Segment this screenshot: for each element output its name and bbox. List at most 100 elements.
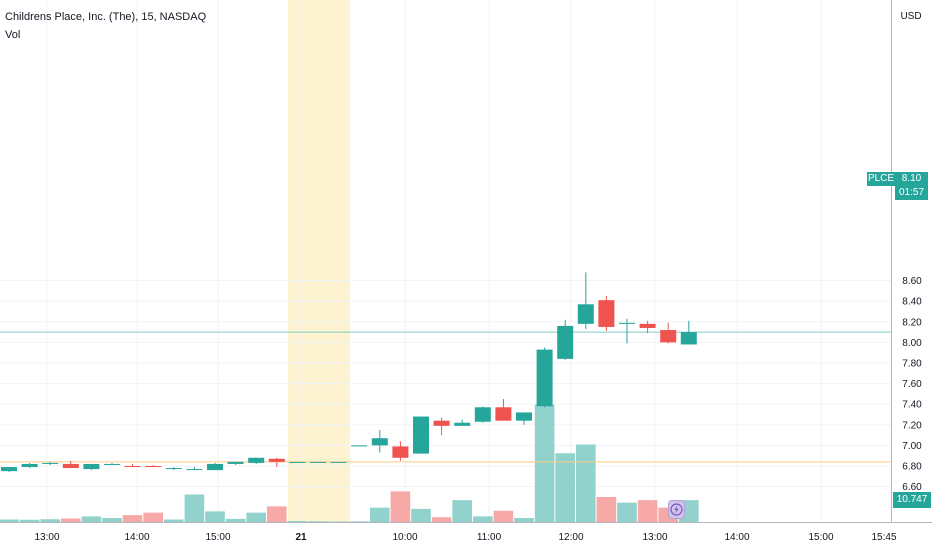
- volume-bar: [246, 512, 266, 522]
- volume-bar: [0, 519, 19, 522]
- candle-body: [495, 407, 512, 421]
- candle-body: [598, 300, 615, 327]
- candle-body: [433, 420, 450, 426]
- y-tick-label: 8.00: [902, 338, 922, 349]
- pre-market-shading: [288, 0, 350, 522]
- volume-bar: [473, 516, 493, 522]
- y-tick-label: 7.40: [902, 400, 922, 411]
- candle-body: [186, 469, 203, 471]
- x-tick-label: 10:00: [392, 532, 417, 543]
- y-tick-label: 7.00: [902, 441, 922, 452]
- volume-bar: [81, 516, 102, 522]
- candle-body: [104, 463, 120, 465]
- volume-bar: [431, 517, 452, 522]
- last-price-label: 8.10 01:57: [895, 172, 928, 200]
- volume-bar: [61, 518, 81, 522]
- candle-body: [413, 416, 429, 454]
- candle-body: [454, 422, 471, 426]
- candle-body: [536, 349, 553, 407]
- x-tick-label: 14:00: [124, 532, 149, 543]
- volume-bar: [164, 519, 184, 522]
- candle-body: [392, 446, 409, 458]
- volume-bar: [328, 521, 349, 522]
- y-tick-label: 8.60: [902, 276, 922, 287]
- x-tick-label: 13:00: [34, 532, 59, 543]
- volume-bar: [411, 508, 431, 522]
- candle-body: [42, 462, 59, 464]
- y-tick-label: 7.60: [902, 379, 922, 390]
- volume-bar: [534, 404, 555, 522]
- volume-bar: [617, 502, 637, 522]
- symbol-price-tag: PLCE: [867, 172, 895, 186]
- volume-bar: [308, 521, 328, 522]
- x-tick-label: 12:00: [558, 532, 583, 543]
- candle-body: [474, 407, 491, 422]
- y-tick-label: 6.80: [902, 462, 922, 473]
- candle-body: [619, 322, 635, 324]
- x-tick-label: 13:00: [642, 532, 667, 543]
- volume-bar: [514, 518, 534, 522]
- y-tick-label: 7.80: [902, 359, 922, 370]
- y-tick-label: 8.40: [902, 297, 922, 308]
- candle-body: [207, 463, 223, 471]
- x-tick-label: 14:00: [724, 532, 749, 543]
- volume-bar: [390, 491, 411, 522]
- volume-bar: [122, 515, 143, 522]
- candle-body: [83, 463, 100, 470]
- volume-bar: [143, 512, 163, 522]
- volume-bar: [555, 453, 575, 522]
- candle-body: [516, 412, 532, 421]
- candle-body: [289, 461, 306, 463]
- candle-body: [248, 457, 265, 463]
- y-tick-label: 6.60: [902, 482, 922, 493]
- candle-body: [1, 467, 17, 472]
- volume-bar: [493, 510, 514, 522]
- candle-body: [165, 468, 182, 470]
- y-tick-label: 8.20: [902, 317, 922, 328]
- candle-body: [268, 458, 285, 462]
- bar-countdown: 01:57: [898, 187, 925, 198]
- volume-bar: [19, 519, 40, 522]
- candle-body: [310, 461, 326, 463]
- chart-title: Childrens Place, Inc. (The), 15, NASDAQ: [5, 11, 207, 23]
- volume-bar: [102, 518, 122, 522]
- volume-bar: [596, 497, 617, 522]
- volume-bar: [287, 521, 308, 522]
- candle-body: [62, 463, 79, 469]
- volume-bar: [637, 500, 658, 522]
- volume-bar: [267, 506, 287, 522]
- last-price-value: 8.10: [901, 173, 922, 184]
- currency-label[interactable]: USD: [900, 11, 922, 22]
- y-tick-label: 7.20: [902, 420, 922, 431]
- candle-body: [557, 325, 574, 359]
- candle-body: [145, 466, 162, 468]
- x-tick-label: 11:00: [477, 532, 502, 543]
- lightning-icon[interactable]: [668, 500, 685, 519]
- volume-bar: [40, 519, 60, 522]
- x-tick-label: 15:00: [808, 532, 833, 543]
- candle-body: [660, 330, 677, 343]
- volume-bar: [452, 500, 472, 522]
- volume-bar: [576, 444, 596, 522]
- volume-bar: [370, 507, 390, 522]
- candle-body: [330, 461, 347, 463]
- candle-body: [639, 323, 656, 328]
- x-tick-label: 15:00: [205, 532, 230, 543]
- chart-legend: Childrens Place, Inc. (The), 15, NASDAQ …: [5, 8, 206, 44]
- candle-body: [21, 463, 38, 468]
- volume-bar: [184, 494, 205, 522]
- candle-body: [680, 332, 697, 345]
- volume-bar: [205, 511, 225, 522]
- volume-label: Vol: [5, 29, 21, 41]
- x-tick-label: 21: [295, 532, 307, 543]
- x-tick-label: 15:45: [871, 532, 896, 543]
- candle-body: [371, 438, 388, 446]
- candle-body: [124, 466, 141, 468]
- volume-value-label: 10.747 K: [893, 492, 931, 521]
- volume-bar: [225, 518, 246, 522]
- candle-body: [227, 461, 244, 464]
- volume-bar: [349, 521, 369, 522]
- candle-body: [351, 445, 368, 447]
